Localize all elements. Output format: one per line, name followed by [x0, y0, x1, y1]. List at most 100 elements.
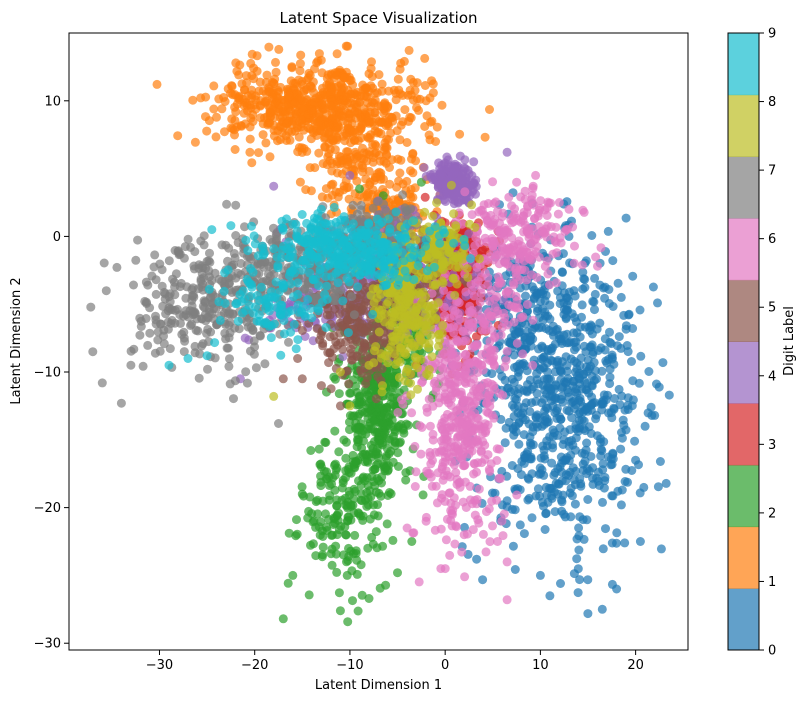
scatter-point-digit-2: [327, 544, 337, 554]
scatter-point-digit-1: [364, 116, 373, 126]
scatter-point-digit-0: [527, 513, 537, 523]
scatter-point-digit-0: [616, 343, 626, 353]
scatter-point-digit-0: [636, 351, 646, 361]
scatter-point-digit-6: [551, 222, 561, 232]
scatter-point-digit-6: [437, 493, 446, 503]
scatter-point-digit-6: [525, 241, 535, 251]
scatter-point-digit-0: [537, 465, 547, 475]
scatter-point-digit-0: [601, 524, 610, 534]
scatter-point-digit-0: [631, 455, 641, 465]
scatter-point-digit-2: [363, 543, 373, 553]
scatter-point-digit-7: [231, 231, 241, 240]
scatter-point-digit-1: [353, 136, 363, 146]
scatter-point-digit-2: [321, 474, 331, 484]
scatter-point-digit-7: [131, 255, 141, 265]
scatter-point-digit-0: [527, 398, 537, 408]
scatter-point-digit-0: [620, 538, 630, 548]
scatter-point-digit-0: [583, 406, 593, 416]
scatter-point-digit-6: [495, 389, 505, 398]
scatter-point-digit-7: [129, 280, 138, 290]
scatter-point-digit-5: [293, 354, 303, 363]
scatter-point-digit-1: [342, 147, 352, 157]
scatter-point-digit-0: [597, 604, 607, 614]
scatter-point-digit-6: [407, 408, 417, 418]
scatter-point-digit-5: [316, 381, 326, 391]
scatter-point-digit-6: [457, 547, 467, 557]
scatter-point-digit-1: [232, 99, 242, 109]
scatter-point-digit-2: [371, 450, 381, 460]
scatter-point-digit-2: [373, 511, 383, 521]
scatter-point-digit-6: [478, 529, 488, 539]
scatter-point-digit-6: [446, 350, 456, 360]
scatter-point-digit-1: [284, 116, 294, 126]
scatter-point-digit-1: [410, 85, 420, 95]
scatter-point-digit-7: [175, 310, 185, 320]
scatter-point-digit-1: [322, 160, 332, 170]
scatter-point-digit-0: [598, 465, 608, 475]
scatter-point-digit-0: [599, 483, 609, 493]
scatter-point-digit-0: [600, 476, 610, 486]
scatter-point-digit-1: [412, 103, 422, 113]
scatter-point-digit-1: [420, 53, 430, 63]
scatter-point-digit-0: [658, 358, 668, 368]
scatter-point-digit-0: [612, 584, 622, 594]
scatter-point-digit-6: [481, 315, 491, 325]
scatter-point-digit-7: [222, 343, 232, 353]
scatter-point-digit-0: [616, 500, 626, 510]
scatter-point-digit-6: [414, 577, 424, 587]
scatter-point-digit-1: [395, 89, 405, 99]
scatter-point-digit-7: [203, 324, 213, 334]
scatter-point-digit-6: [467, 308, 477, 318]
scatter-point-digit-6: [502, 225, 512, 235]
scatter-point-digit-2: [360, 449, 370, 459]
scatter-point-digit-1: [437, 100, 447, 110]
scatter-point-digit-0: [515, 520, 525, 530]
scatter-point-digit-0: [562, 366, 572, 376]
scatter-point-digit-0: [525, 375, 535, 385]
scatter-point-digit-2: [313, 495, 322, 505]
scatter-point-digit-1: [422, 111, 432, 121]
scatter-point-digit-2: [383, 466, 393, 476]
scatter-point-digit-0: [621, 321, 631, 331]
scatter-point-digit-6: [502, 557, 512, 567]
scatter-point-digit-1: [262, 112, 272, 122]
scatter-point-digit-7: [138, 361, 148, 371]
scatter-point-digit-7: [157, 265, 167, 275]
scatter-point-digit-6: [492, 444, 502, 454]
scatter-point-digit-1: [387, 113, 397, 123]
scatter-point-digit-6: [551, 238, 561, 247]
scatter-point-digit-6: [425, 469, 435, 479]
scatter-point-digit-6: [402, 523, 412, 533]
scatter-point-digit-7: [251, 363, 261, 373]
scatter-point-digit-0: [539, 451, 549, 461]
scatter-point-digit-7: [170, 290, 180, 300]
scatter-point-digit-6: [436, 421, 446, 431]
scatter-point-digit-0: [587, 371, 597, 381]
scatter-point-digit-7: [151, 289, 161, 299]
scatter-point-digit-0: [598, 497, 607, 507]
scatter-point-digit-0: [513, 401, 523, 411]
scatter-point-digit-1: [270, 98, 280, 108]
scatter-point-digit-6: [512, 338, 522, 348]
scatter-point-digit-7: [241, 367, 251, 377]
scatter-point-digit-0: [596, 451, 606, 461]
scatter-point-digit-7: [190, 307, 200, 317]
scatter-point-digit-6: [554, 198, 564, 207]
scatter-point-digit-5: [344, 379, 354, 389]
scatter-point-digit-2: [384, 412, 394, 422]
scatter-point-digit-4: [269, 181, 279, 191]
scatter-point-digit-0: [567, 309, 577, 319]
scatter-point-digit-7: [163, 306, 173, 316]
scatter-point-digit-2: [379, 405, 389, 415]
scatter-point-digit-6: [470, 510, 480, 520]
scatter-point-digit-0: [556, 579, 565, 588]
scatter-point-digit-0: [590, 273, 600, 283]
scatter-point-digit-0: [531, 491, 541, 501]
scatter-point-digit-1: [239, 108, 249, 118]
scatter-point-digit-0: [518, 413, 528, 423]
scatter-point-digit-7: [206, 292, 216, 302]
scatter-point-digit-4: [469, 157, 479, 167]
scatter-point-digit-2: [332, 510, 342, 520]
scatter-point-digit-6: [471, 435, 481, 444]
scatter-point-digit-7: [167, 315, 177, 325]
